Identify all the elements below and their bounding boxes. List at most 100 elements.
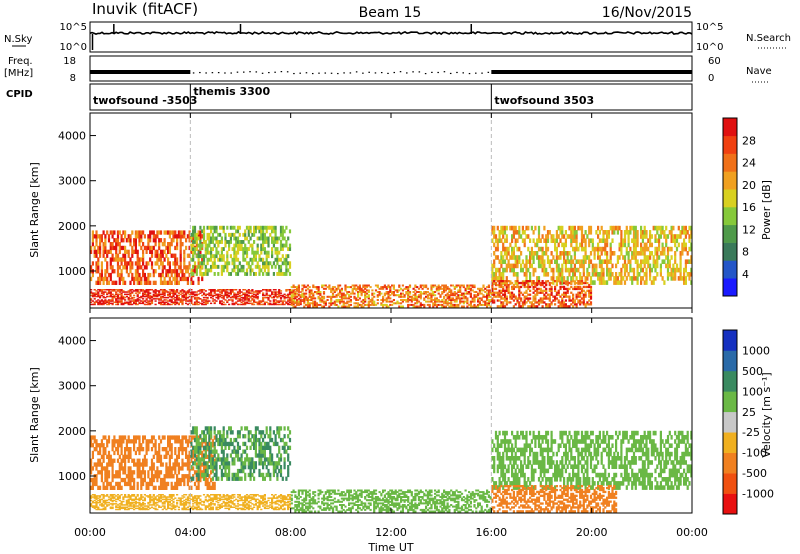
data-cell xyxy=(480,292,483,295)
data-cell xyxy=(355,297,358,300)
data-cell xyxy=(265,465,268,470)
data-cell xyxy=(265,472,268,478)
nsky-spikes xyxy=(91,24,473,50)
data-cell xyxy=(577,291,580,294)
data-cell xyxy=(520,291,523,294)
data-cell xyxy=(564,259,567,264)
data-cell xyxy=(631,280,634,285)
data-cell xyxy=(109,272,112,278)
data-cell xyxy=(523,230,526,235)
data-cell xyxy=(204,303,207,306)
data-cell xyxy=(134,300,137,302)
data-cell xyxy=(511,291,514,294)
data-cell xyxy=(220,472,223,478)
data-cell xyxy=(224,293,227,296)
data-cell xyxy=(487,284,490,287)
data-cell xyxy=(143,454,146,459)
data-cell xyxy=(159,302,163,305)
data-cell xyxy=(122,280,125,285)
data-cell xyxy=(145,462,148,467)
data-cell xyxy=(552,272,555,277)
data-cell xyxy=(254,291,257,293)
data-cell xyxy=(165,454,168,459)
data-cell xyxy=(260,229,263,234)
data-cell xyxy=(210,291,213,293)
data-cell xyxy=(228,472,231,478)
data-cell xyxy=(186,280,189,285)
data-cell xyxy=(102,289,105,291)
data-cell xyxy=(573,246,576,252)
data-cell xyxy=(486,297,489,300)
data-cell xyxy=(258,468,261,474)
data-cell xyxy=(453,299,456,301)
data-cell xyxy=(152,454,155,459)
data-cell xyxy=(500,291,503,294)
data-cell xyxy=(163,485,166,490)
data-cell xyxy=(511,293,514,296)
data-cell xyxy=(244,302,247,305)
data-cell xyxy=(183,477,186,483)
data-cell xyxy=(568,299,571,302)
data-cell xyxy=(228,303,231,306)
data-cell xyxy=(661,259,664,264)
data-cell xyxy=(201,454,204,459)
data-cell xyxy=(136,300,139,302)
data-cell xyxy=(267,445,270,450)
data-cell xyxy=(419,305,422,308)
data-cell xyxy=(643,272,646,277)
data-cell xyxy=(597,255,600,260)
data-cell xyxy=(503,281,507,285)
data-cell xyxy=(161,293,164,296)
data-cell xyxy=(215,457,218,462)
data-cell xyxy=(457,305,460,308)
data-cell xyxy=(641,246,644,252)
freq-point xyxy=(249,71,251,73)
data-cell xyxy=(222,301,225,303)
data-cell xyxy=(145,290,148,292)
data-cell xyxy=(389,287,392,290)
data-cell xyxy=(183,435,186,440)
data-cell xyxy=(115,295,118,298)
data-cell xyxy=(138,234,141,239)
data-cell xyxy=(224,465,227,470)
data-cell xyxy=(623,242,627,248)
data-cell xyxy=(99,470,102,475)
data-cell xyxy=(285,243,288,248)
data-cell xyxy=(643,263,646,269)
data-cell xyxy=(312,295,315,298)
data-cell xyxy=(176,439,179,444)
data-cell xyxy=(441,287,444,290)
data-cell xyxy=(663,251,666,256)
data-cell xyxy=(156,470,159,475)
data-cell xyxy=(258,290,261,292)
data-cell xyxy=(177,454,180,459)
data-cell xyxy=(550,293,553,296)
data-cell xyxy=(245,453,249,458)
data-cell xyxy=(140,276,143,282)
data-cell xyxy=(91,294,94,297)
data-cell xyxy=(254,254,257,259)
data-cell xyxy=(446,292,449,295)
data-cell xyxy=(443,305,446,308)
data-cell xyxy=(154,290,157,292)
data-cell xyxy=(641,251,644,256)
data-cell xyxy=(688,225,691,231)
data-cell xyxy=(150,439,154,444)
data-cell xyxy=(202,303,206,306)
data-cell xyxy=(245,291,249,293)
data-cell xyxy=(97,269,100,274)
data-cell xyxy=(176,458,179,463)
data-cell xyxy=(489,292,492,295)
data-cell xyxy=(360,303,363,306)
data-cell xyxy=(348,286,351,289)
data-cell xyxy=(468,284,471,287)
data-cell xyxy=(532,251,535,256)
data-cell xyxy=(641,267,644,273)
data-cell xyxy=(598,259,601,264)
data-cell xyxy=(505,251,508,256)
data-cell xyxy=(195,441,198,447)
data-cell xyxy=(161,477,164,483)
data-cell xyxy=(256,296,259,299)
data-cell xyxy=(632,251,636,256)
